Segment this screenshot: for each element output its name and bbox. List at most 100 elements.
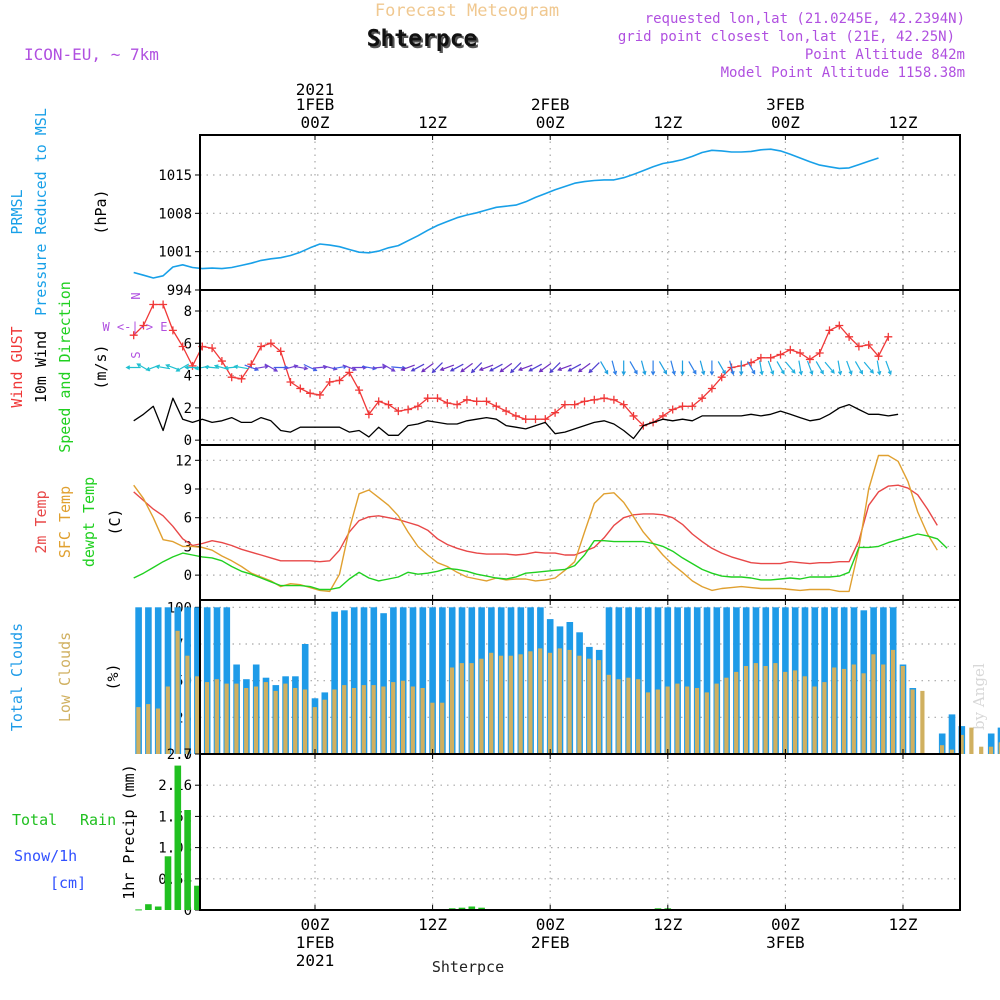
low-cloud-bar — [204, 682, 210, 754]
wind-direction-arrow — [640, 360, 647, 376]
gust-marker — [551, 408, 560, 417]
gust-marker — [335, 376, 344, 385]
gust-marker — [237, 374, 246, 383]
wind-direction-arrow — [885, 360, 892, 376]
y-tick-label: 9 — [184, 482, 192, 498]
low-cloud-bar — [332, 689, 337, 754]
gust-label: Wind GUST — [8, 326, 26, 407]
wind-direction-arrow — [785, 361, 796, 374]
low-cloud-bar — [900, 666, 905, 754]
low-cloud-bar — [959, 734, 964, 754]
total-cloud-bar — [380, 613, 387, 754]
precip-unit: 1hr Precip (mm) — [120, 764, 138, 899]
wind-direction-arrow — [577, 362, 591, 373]
wind-direction-arrow — [806, 360, 814, 376]
low-cloud-bar — [920, 690, 925, 754]
wind-direction-arrow — [125, 365, 141, 370]
total-cloud-bar — [693, 607, 701, 754]
wind-direction-arrow — [154, 364, 171, 370]
low-cloud-bar — [498, 655, 504, 754]
total-cloud-bar — [439, 607, 446, 754]
low-cloud-bar — [547, 652, 553, 754]
gust-marker — [139, 321, 148, 330]
gust-marker — [521, 415, 530, 424]
grid-point-coords: grid point closest lon,lat (21E, 42.25N) — [618, 29, 955, 45]
wind-direction-arrow — [431, 362, 443, 374]
y-tick-label: 0 — [184, 433, 192, 449]
low-cloud-bar — [361, 685, 366, 754]
low-cloud-bar — [890, 649, 896, 754]
low-cloud-bar — [655, 689, 660, 754]
temp-2m-line — [133, 484, 938, 565]
requested-coords: requested lon,lat (21.0245E, 42.2394N) — [645, 11, 965, 27]
low-cloud-bar — [577, 655, 582, 754]
temp-unit: (C) — [106, 508, 124, 535]
compass-north: N — [129, 292, 143, 299]
point-altitude: Point Altitude 842m — [805, 47, 965, 63]
low-cloud-bar — [792, 670, 798, 754]
dewpoint-label: dewpt Temp — [80, 477, 98, 567]
model-label: ICON-EU, ~ 7km — [24, 45, 159, 64]
gust-marker — [756, 353, 765, 362]
gust-marker — [874, 352, 883, 361]
total-cloud-bar — [938, 733, 946, 754]
wind-direction-arrow — [588, 362, 600, 374]
total-cloud-bar — [713, 607, 721, 754]
wind-direction-arrow — [670, 360, 676, 376]
rain-bar — [478, 907, 485, 910]
wind-direction-arrow — [699, 360, 706, 376]
y-tick-label: 4 — [184, 369, 192, 385]
wind-direction-arrow — [815, 361, 824, 375]
gust-marker — [668, 405, 677, 414]
gust-marker — [482, 397, 491, 406]
bottom-time-label: 12Z — [889, 915, 918, 934]
low-cloud-bar — [312, 707, 317, 754]
wind-direction-arrow — [658, 361, 668, 375]
low-cloud-bar — [587, 658, 592, 754]
gust-marker — [315, 390, 324, 399]
total-cloud-bar — [429, 607, 436, 754]
y-tick-label: 2 — [184, 401, 192, 417]
gust-marker — [178, 342, 187, 351]
wind-direction-arrow — [410, 363, 425, 372]
low-cloud-bar — [195, 676, 200, 754]
low-cloud-bar — [734, 671, 739, 754]
low-cloud-bar — [234, 683, 239, 754]
rain-bar — [184, 810, 191, 910]
wind-direction-arrow — [557, 364, 572, 371]
pressure-label: Pressure Reduced to MSL — [32, 108, 50, 316]
wind-direction-arrow — [293, 365, 309, 371]
low-cloud-bar — [351, 688, 357, 754]
total-cloud-bar — [164, 607, 172, 754]
low-cloud-bar — [743, 666, 749, 754]
wind-direction-arrow — [528, 363, 542, 372]
total-cloud-bar — [135, 607, 142, 754]
total-cloud-bar — [674, 607, 681, 754]
y-tick-label: 2.7 — [167, 747, 192, 763]
wind-direction-arrow — [739, 360, 744, 376]
gust-marker — [776, 350, 785, 359]
top-date-label: 3FEB — [766, 95, 805, 114]
low-cloud-bar — [342, 685, 347, 754]
total-cloud-bar — [390, 607, 397, 754]
total-cloud-bar — [370, 607, 378, 754]
wind-direction-arrow — [382, 363, 396, 372]
low-cloud-bar — [910, 689, 915, 754]
wind-direction-arrow — [824, 361, 835, 374]
total-cloud-bar — [203, 607, 211, 754]
low-cloud-bar — [753, 663, 758, 754]
station-title: Shterpce — [369, 28, 480, 54]
gust-marker — [149, 300, 158, 309]
wind-direction-arrow — [776, 361, 785, 375]
low-cloud-bar — [302, 689, 308, 754]
low-cloud-bar — [263, 682, 268, 754]
low-cloud-bar — [645, 692, 651, 754]
gust-marker — [364, 410, 373, 419]
gust-marker — [560, 400, 569, 409]
wind-direction-arrow — [600, 361, 609, 375]
low-cloud-bar — [479, 658, 484, 754]
total-cloud-bar — [654, 607, 662, 754]
wind-direction-arrow — [717, 361, 726, 375]
total-cloud-bar — [811, 607, 819, 754]
top-time-label: 12Z — [889, 113, 918, 132]
